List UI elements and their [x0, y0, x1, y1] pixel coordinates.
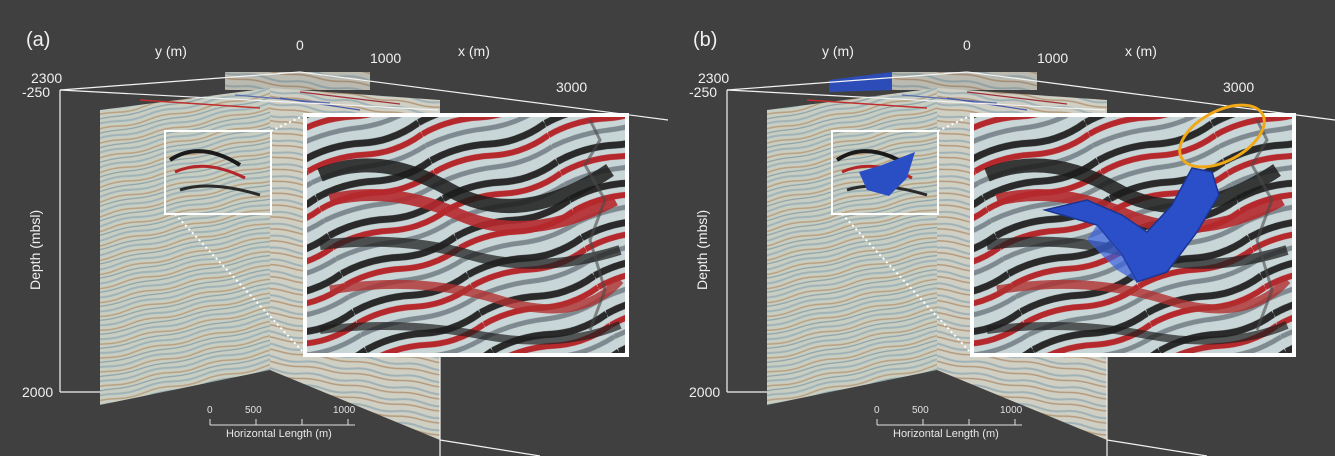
scale-bar-title: Horizontal Length (m) — [893, 428, 999, 440]
seismic-section-left — [100, 88, 270, 405]
depth-axis-label: Depth (mbsl) — [27, 209, 43, 290]
y-axis-label: y (m) — [822, 43, 854, 59]
x-axis-label: x (m) — [1125, 43, 1157, 59]
x-tick-1000: 1000 — [1037, 50, 1069, 66]
seismic-section-left — [767, 88, 937, 405]
highlight-ellipse — [1178, 103, 1266, 169]
geobody-top — [829, 72, 892, 92]
scale-tick-1000: 1000 — [1000, 405, 1023, 416]
panel-b: (b) y (m) 0 1000 x (m) 3000 2300 -250 20… — [667, 0, 1335, 456]
panel-label: (a) — [26, 29, 51, 51]
scale-bar — [209, 419, 355, 426]
depth-tick-bottom: 2000 — [22, 384, 54, 400]
y-tick-2300: 2300 — [31, 70, 63, 86]
scale-tick-500: 500 — [245, 405, 262, 416]
x-tick-3000: 3000 — [556, 79, 588, 95]
scale-tick-500: 500 — [912, 405, 929, 416]
panel-label: (b) — [693, 29, 718, 51]
depth-tick-top: -250 — [22, 84, 51, 100]
zoom-inset — [303, 113, 629, 357]
geobody-small — [859, 152, 915, 196]
depth-tick-top: -250 — [689, 84, 718, 100]
x-axis-label: x (m) — [458, 43, 490, 59]
scale-tick-0: 0 — [874, 405, 880, 416]
scale-tick-1000: 1000 — [333, 405, 356, 416]
depth-axis-label: Depth (mbsl) — [694, 209, 710, 290]
x-tick-1000: 1000 — [370, 50, 402, 66]
origin-tick: 0 — [963, 37, 971, 53]
seismic-3d-view — [726, 71, 1335, 456]
scale-bar-title: Horizontal Length (m) — [226, 428, 332, 440]
zoom-inset — [970, 113, 1296, 357]
scale-bar — [876, 419, 1022, 426]
inset-locator-box — [831, 130, 939, 215]
x-tick-3000: 3000 — [1223, 79, 1255, 95]
depth-tick-bottom: 2000 — [689, 384, 721, 400]
y-axis-label: y (m) — [155, 43, 187, 59]
seismic-3d-view — [59, 71, 668, 456]
axis-box — [59, 71, 668, 456]
scale-tick-0: 0 — [207, 405, 213, 416]
panel-a: (a) y (m) 0 1000 x (m) 3000 2300 -250 20… — [22, 29, 668, 456]
y-tick-2300: 2300 — [698, 70, 730, 86]
inset-locator-box — [164, 130, 272, 215]
origin-tick: 0 — [296, 37, 304, 53]
